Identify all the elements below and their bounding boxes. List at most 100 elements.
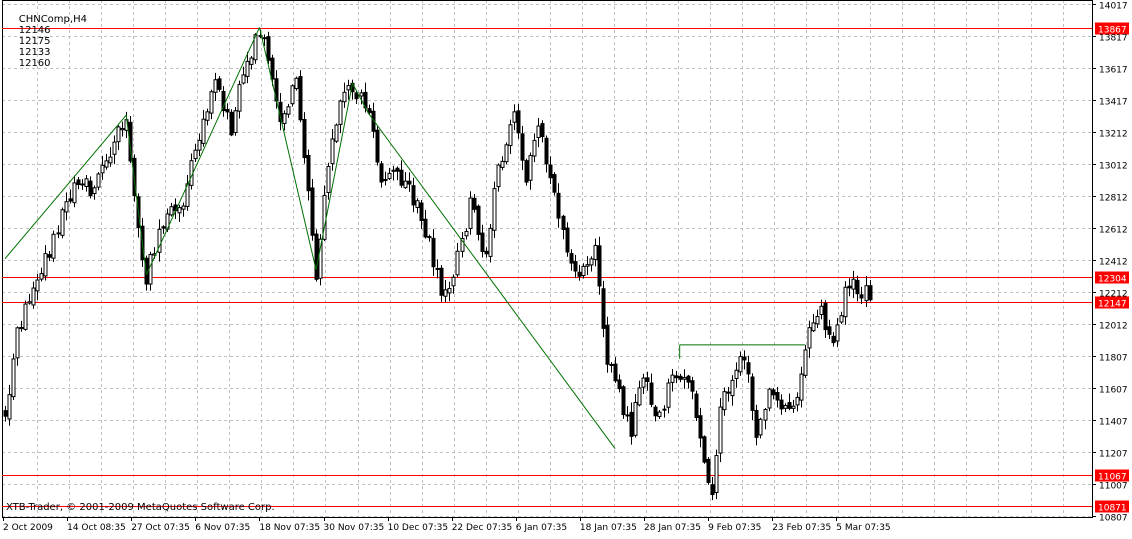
price-axis[interactable]: 14017 13817 13617 13417 13212 13012 12812 12612… <box>1092 2 1128 524</box>
time-tick-label: 5 Mar 07:35 <box>836 523 890 533</box>
candle-body <box>488 227 493 257</box>
candle-body <box>205 111 210 121</box>
trend-line-segment[interactable] <box>259 27 317 271</box>
candle-body <box>819 305 824 316</box>
trend-line-segment[interactable] <box>351 83 370 114</box>
candle-body <box>682 377 687 380</box>
candle-body <box>157 228 162 253</box>
candle-body <box>653 406 658 417</box>
level-price-badge <box>1095 271 1129 284</box>
candle-body <box>334 124 339 142</box>
trend-lines[interactable] <box>4 27 805 449</box>
trend-line-segment[interactable] <box>4 114 127 260</box>
candle-body <box>670 374 675 383</box>
candle-body <box>536 125 541 139</box>
level-price-label: 11067 <box>1098 473 1127 483</box>
candle-body <box>730 379 735 397</box>
candle-body <box>310 187 315 236</box>
candle-body <box>540 123 545 138</box>
price-tick-label: 13212 <box>1099 130 1128 140</box>
candle-body <box>92 187 97 195</box>
candle-body <box>662 408 667 411</box>
candle-body <box>112 141 117 155</box>
time-axis[interactable]: 2 Oct 2009 14 Oct 08:35 27 Oct 07:35 6 Nov … <box>3 517 891 533</box>
horizontal-levels[interactable]: 13867 12304 12147 11067 10871 <box>2 22 1129 514</box>
candle-body <box>597 245 602 287</box>
candle-body <box>395 167 400 172</box>
candle-body <box>601 288 606 329</box>
candle-body <box>714 455 719 493</box>
candle-body <box>726 391 731 394</box>
candle-body <box>294 77 299 90</box>
candle-body <box>7 394 12 420</box>
candle-body <box>367 108 372 114</box>
candle-body <box>625 414 630 417</box>
trend-line-segment[interactable] <box>368 113 616 449</box>
candle-body <box>779 399 784 410</box>
symbol-timeframe: CHNComp,H4 <box>18 14 87 25</box>
copyright-text: XTB-Trader, © 2001-2009 MetaQuotes Softw… <box>6 502 275 513</box>
candle-body <box>496 164 501 188</box>
candle-body <box>775 392 780 401</box>
price-tick-label: 12212 <box>1099 290 1128 300</box>
candle-body <box>282 113 287 124</box>
candle-body <box>609 363 614 366</box>
trend-line-segment[interactable] <box>125 115 147 275</box>
candle-body <box>464 230 469 237</box>
candle-body <box>359 92 364 97</box>
candle-body <box>468 197 473 229</box>
candle-body <box>217 78 222 90</box>
candle-body <box>859 294 864 299</box>
candle-body <box>577 271 582 277</box>
candle-body <box>585 264 590 267</box>
candle-body <box>51 233 56 259</box>
price-tick-label: 11807 <box>1099 354 1128 364</box>
candle-body <box>229 111 234 136</box>
candle-body <box>835 324 840 342</box>
candle-body <box>177 207 182 214</box>
candle-body <box>245 60 250 77</box>
candle-body <box>443 289 448 297</box>
candle-body <box>787 402 792 409</box>
candle-body <box>423 218 428 238</box>
time-tick-label: 6 Jan 07:35 <box>516 523 567 533</box>
trend-line-segment[interactable] <box>145 27 260 275</box>
level-price-label: 10871 <box>1098 504 1127 514</box>
ohlc-low: 12133 <box>18 47 51 58</box>
ohlc-open: 12146 <box>18 25 51 36</box>
candle-body <box>791 405 796 409</box>
candle-body <box>843 286 848 318</box>
candle-body <box>237 84 242 112</box>
plot-border <box>2 0 1093 518</box>
level-price-badge <box>1095 500 1129 513</box>
candle-body <box>233 110 238 134</box>
candle-body <box>338 100 343 125</box>
candle-body <box>565 227 570 253</box>
trend-line-segment[interactable] <box>315 83 353 270</box>
price-tick-label: 12812 <box>1099 194 1128 204</box>
candle-body <box>19 326 24 330</box>
candle-body <box>492 188 497 231</box>
candle-body <box>524 160 529 183</box>
candle-body <box>15 327 20 359</box>
candle-body <box>249 57 254 65</box>
candle-body <box>221 90 226 112</box>
candle-body <box>306 155 311 192</box>
candle-body <box>851 278 856 290</box>
candle-body <box>213 79 218 93</box>
candle-body <box>31 287 36 306</box>
candle-body <box>605 324 610 365</box>
candle-body <box>342 91 347 103</box>
level-price-badge <box>1095 469 1129 482</box>
candle-body <box>561 215 566 230</box>
time-tick-label: 28 Jan 07:35 <box>644 523 701 533</box>
candle-body <box>702 436 707 463</box>
candle-body <box>738 356 743 373</box>
candle-body <box>197 139 202 151</box>
candle-body <box>831 335 836 344</box>
candle-body <box>500 160 505 168</box>
candle-body <box>637 387 642 406</box>
candle-body <box>266 36 271 61</box>
